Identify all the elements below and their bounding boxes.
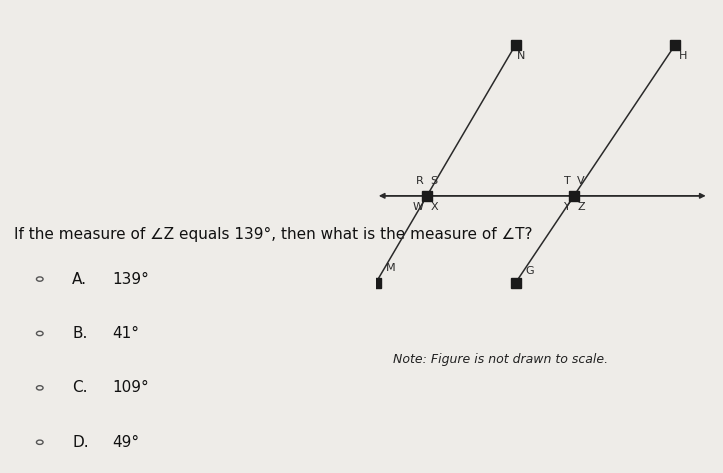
Text: B.: B. [72,326,87,341]
Text: If the measure of ∠Z equals 139°, then what is the measure of ∠T?: If the measure of ∠Z equals 139°, then w… [14,227,533,242]
Text: 41°: 41° [112,326,139,341]
Text: X: X [430,201,438,211]
Text: Y: Y [564,201,570,211]
Text: H: H [679,51,687,61]
Text: 139°: 139° [112,272,149,287]
Text: W: W [413,201,424,211]
Text: 109°: 109° [112,380,149,395]
Text: N: N [518,51,526,61]
Text: Note: Figure is not drawn to scale.: Note: Figure is not drawn to scale. [393,353,608,367]
Text: T: T [564,176,570,186]
Text: A.: A. [72,272,87,287]
Text: C.: C. [72,380,87,395]
Text: S: S [430,176,437,186]
Text: M: M [386,263,395,273]
Text: D.: D. [72,435,89,450]
Text: G: G [526,266,534,276]
Text: V: V [577,176,585,186]
Text: Z: Z [577,201,585,211]
Text: 49°: 49° [112,435,140,450]
Text: R: R [416,176,424,186]
